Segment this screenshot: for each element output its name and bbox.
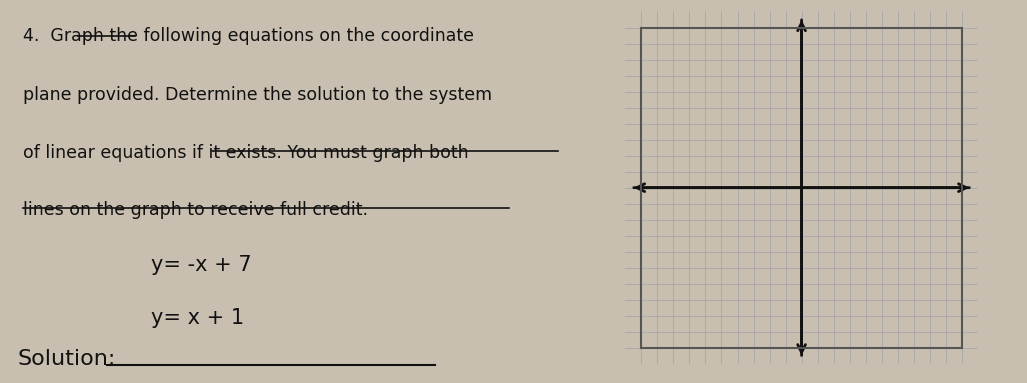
Text: Solution:: Solution: [17, 349, 116, 368]
Text: 4.  Graph the following equations on the coordinate: 4. Graph the following equations on the … [24, 27, 474, 45]
Text: lines on the graph to receive full credit.: lines on the graph to receive full credi… [24, 201, 369, 219]
Text: y= x + 1: y= x + 1 [151, 308, 244, 328]
Text: y= -x + 7: y= -x + 7 [151, 255, 252, 275]
Text: of linear equations if it exists. You must graph both: of linear equations if it exists. You mu… [24, 144, 469, 162]
Text: plane provided. Determine the solution to the system: plane provided. Determine the solution t… [24, 86, 492, 104]
